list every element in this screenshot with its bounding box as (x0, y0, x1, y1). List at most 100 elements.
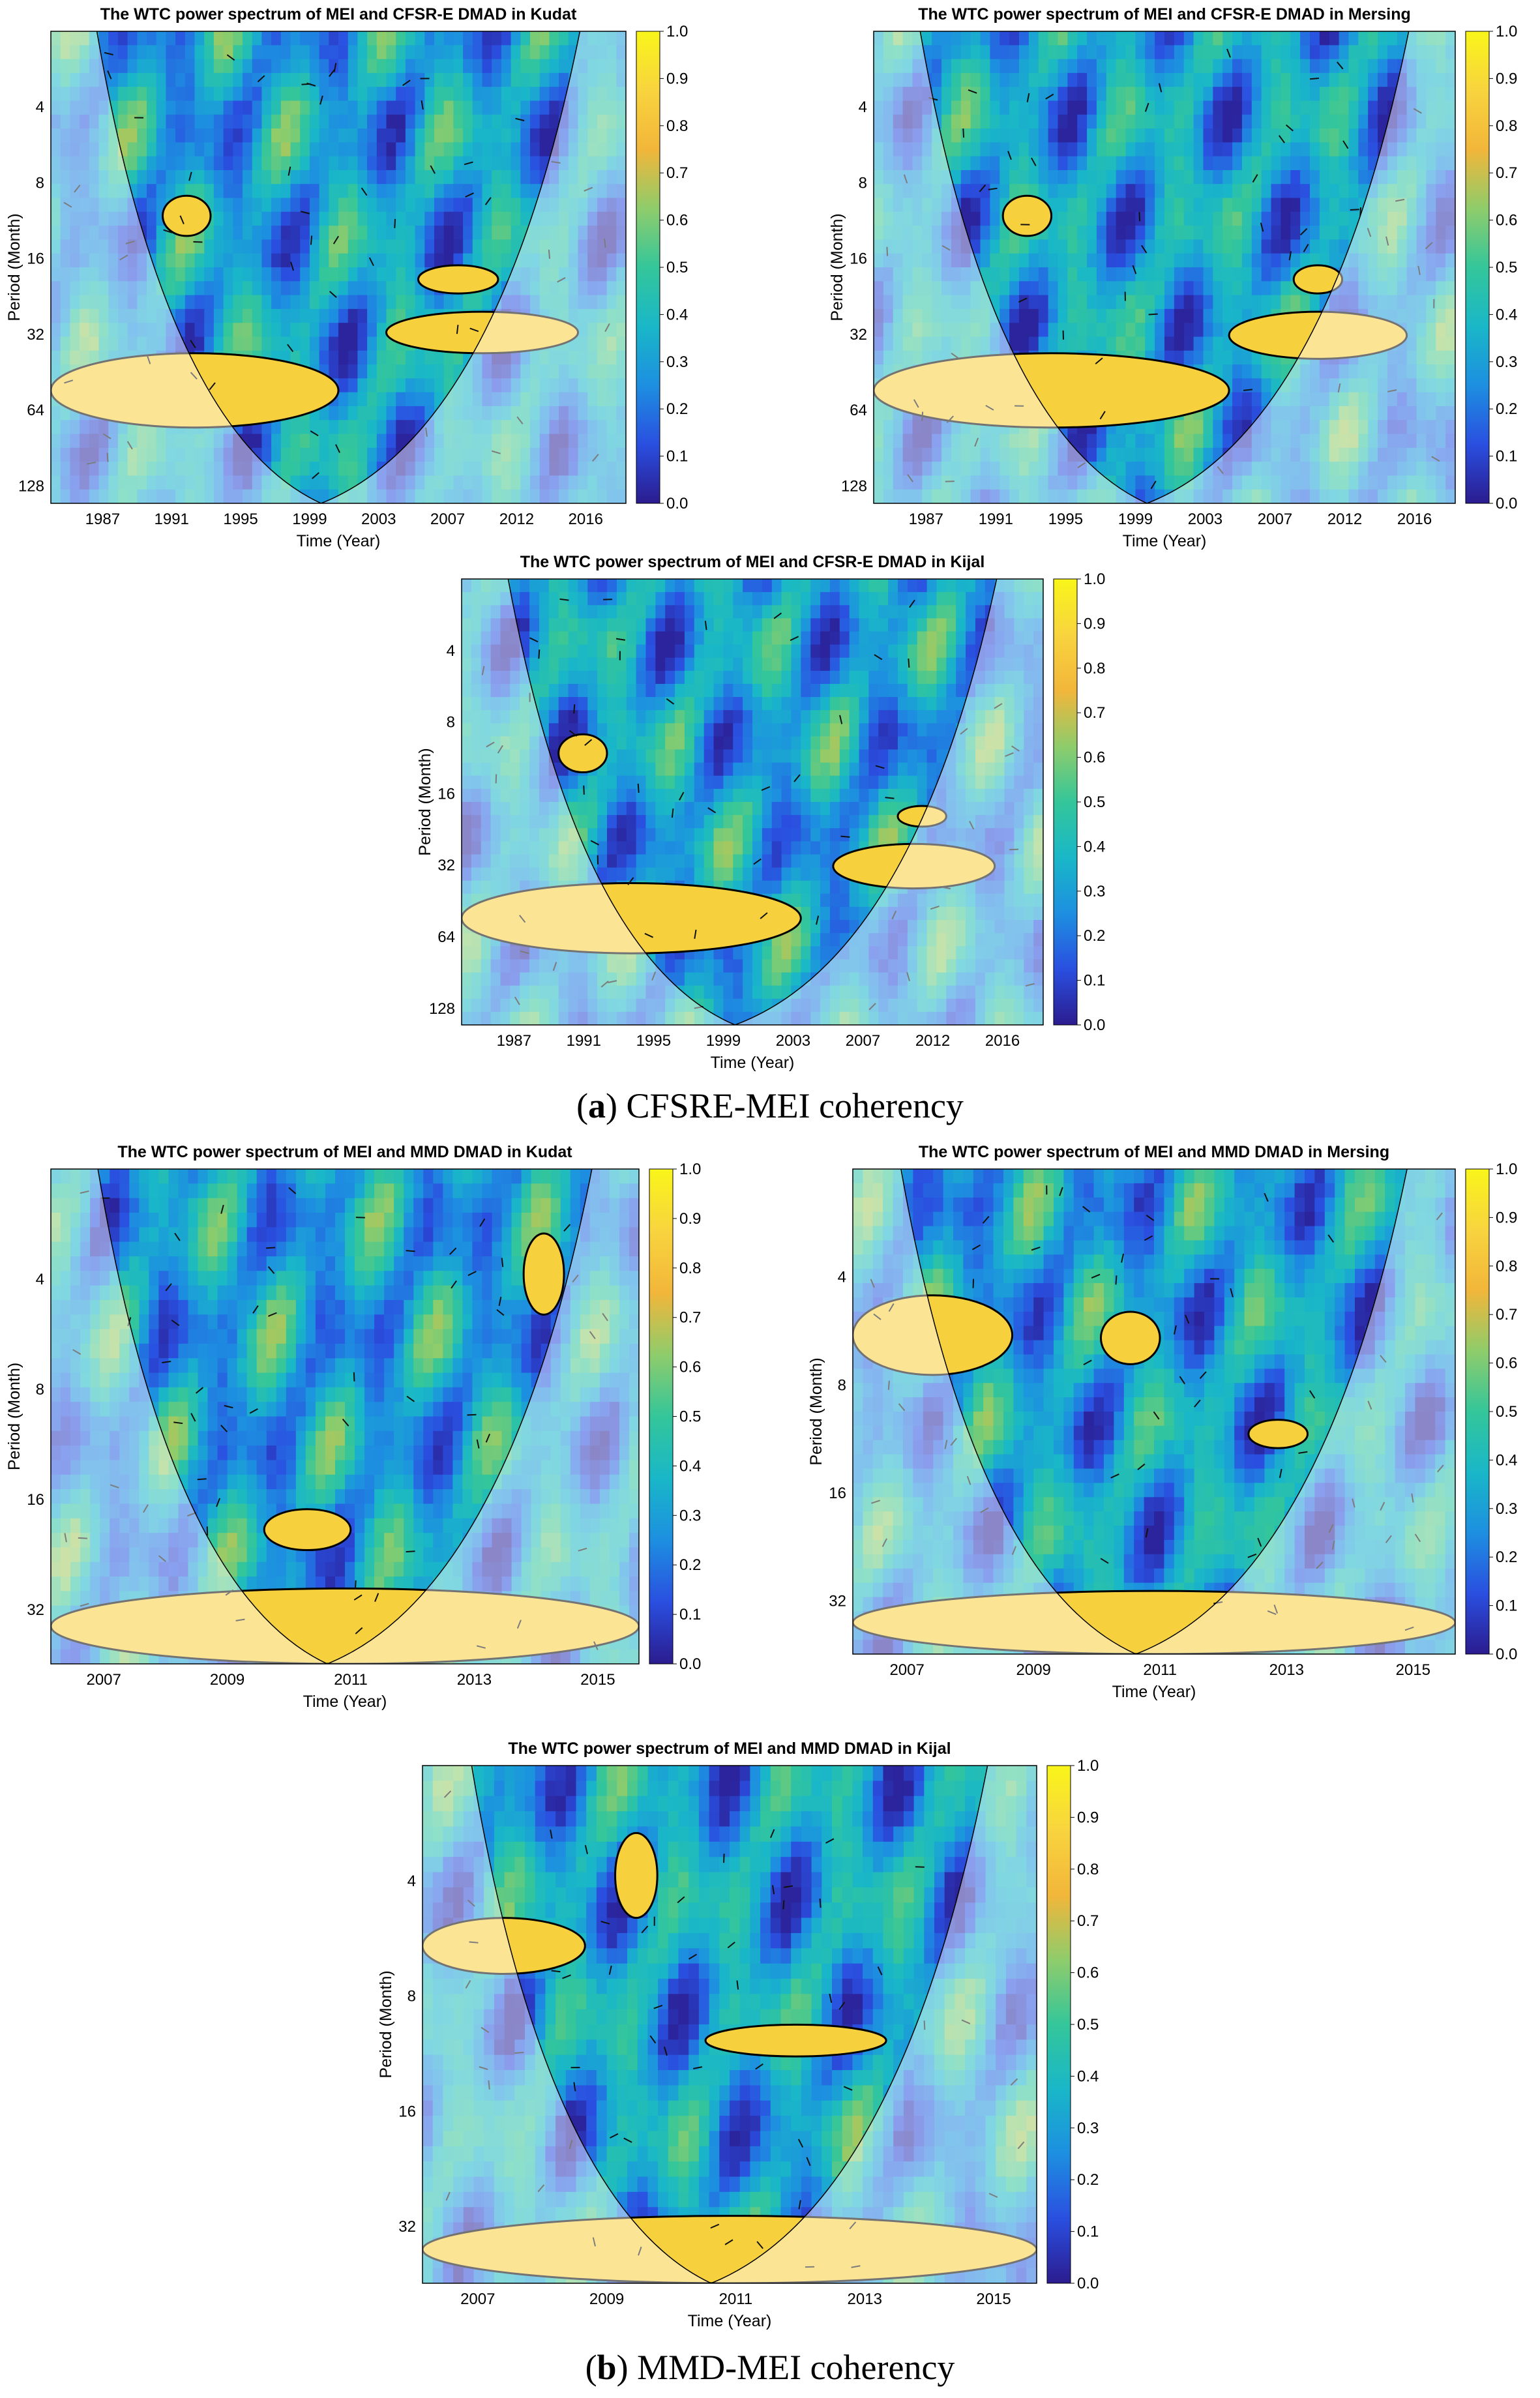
cone-of-influence (51, 1169, 639, 1664)
heatmap (853, 1169, 1455, 1654)
phase-arrow (849, 2221, 857, 2230)
phase-arrow (906, 971, 910, 981)
phase-arrow (1367, 1400, 1372, 1410)
colorbar-tick-label: 0.3 (666, 353, 688, 371)
phase-arrow (80, 1190, 89, 1194)
phase-arrow (608, 1965, 612, 1975)
significance-contour (422, 1917, 586, 1975)
phase-arrow (1380, 1502, 1385, 1511)
phase-arrow (760, 912, 768, 919)
phase-arrow (1316, 1562, 1324, 1569)
phase-arrow (485, 1433, 490, 1443)
phase-arrow (753, 858, 762, 865)
phase-arrow (974, 437, 979, 447)
x-tick-label: 2007 (1258, 511, 1292, 528)
y-tick-label: 16 (27, 250, 44, 268)
phase-arrow (1385, 1535, 1392, 1543)
phase-arrow (333, 235, 339, 244)
x-tick-label: 1995 (636, 1032, 671, 1050)
phase-arrow (1148, 313, 1158, 316)
x-tick-label: 2016 (985, 1032, 1020, 1050)
phase-arrow (604, 323, 610, 333)
phase-arrow (335, 444, 340, 453)
plot-frame (461, 578, 1044, 1026)
phase-arrow (354, 1580, 357, 1590)
phase-arrow (838, 2002, 846, 2010)
cone-of-influence (853, 1169, 1455, 1654)
colorbar (636, 31, 660, 504)
phase-arrow (1337, 383, 1341, 393)
chart-title: The WTC power spectrum of MEI and MMD DM… (117, 1143, 572, 1161)
y-axis-label: Period (Month) (807, 1357, 825, 1465)
significance-contour (853, 1590, 1455, 1654)
x-tick-label: 2003 (361, 511, 396, 528)
phase-arrow (664, 2047, 668, 2056)
phase-arrow (125, 240, 135, 244)
phase-arrow (874, 654, 883, 660)
phase-arrow (969, 821, 975, 830)
phase-arrow (329, 291, 337, 298)
phase-arrow (1150, 481, 1157, 490)
phase-arrow (971, 1244, 981, 1251)
phase-arrow (569, 730, 578, 737)
phase-arrow (110, 1484, 119, 1488)
colorbar-tick-label: 0.1 (666, 448, 688, 466)
heatmap (51, 1169, 639, 1664)
phase-arrow (288, 1187, 297, 1194)
phase-arrow (903, 174, 908, 184)
phase-arrow (72, 1349, 81, 1355)
phase-arrow (514, 996, 520, 1005)
cone-of-influence (462, 579, 1043, 1025)
phase-arrow (593, 1641, 599, 1650)
colorbar-tick-label: 0.0 (679, 1655, 701, 1673)
phase-arrow (451, 1280, 457, 1289)
phase-arrow (761, 786, 771, 792)
phase-arrow (649, 2035, 657, 2044)
x-axis-label: Time (Year) (1123, 532, 1207, 550)
wtc-chart-svg: The WTC power spectrum of MEI and MMD DM… (377, 1739, 1099, 2330)
colorbar-tick-label: 0.6 (666, 212, 688, 229)
colorbar-tick-label: 0.9 (1084, 615, 1105, 632)
phase-arrow (724, 2239, 733, 2245)
heatmap (51, 31, 626, 503)
phase-arrow (186, 1512, 196, 1517)
phase-arrow (1005, 752, 1014, 757)
phase-arrow (1158, 83, 1162, 93)
phase-arrow (1436, 1464, 1444, 1473)
phase-arrow (476, 1645, 486, 1649)
phase-arrow (1309, 78, 1320, 80)
x-tick-label: 2007 (86, 1671, 121, 1689)
x-tick-label: 2012 (1327, 511, 1362, 528)
phase-arrow (1010, 2078, 1018, 2086)
phase-arrow (163, 229, 173, 233)
phase-arrow (456, 325, 459, 334)
phase-arrow (353, 1372, 355, 1382)
x-axis-label: Time (Year) (688, 2312, 772, 2330)
phase-arrow (1144, 102, 1149, 112)
significance-contour (162, 194, 212, 237)
phase-arrow (941, 244, 951, 251)
phase-arrow (479, 2066, 488, 2071)
phase-arrow (671, 808, 674, 818)
phase-arrow (573, 2082, 576, 2092)
colorbar-tick-label: 0.7 (679, 1309, 701, 1327)
colorbar-tick-label: 0.3 (1077, 2120, 1099, 2137)
phase-arrow (875, 765, 885, 769)
phase-arrow (1146, 1215, 1155, 1221)
x-tick-label: 1987 (85, 511, 120, 528)
colorbar-tick-label: 0.0 (1496, 495, 1517, 512)
colorbar-tick-label: 1.0 (1084, 570, 1105, 588)
phase-arrow (1303, 243, 1309, 253)
colorbar-tick-label: 1.0 (679, 1161, 701, 1178)
y-tick-label: 128 (841, 477, 867, 495)
phase-arrow (572, 1274, 579, 1283)
phase-arrow (1095, 357, 1103, 364)
phase-arrow (224, 1404, 233, 1409)
phase-arrow (1328, 1524, 1334, 1533)
y-tick-label: 4 (36, 1271, 44, 1288)
x-tick-label: 2007 (460, 2290, 495, 2308)
colorbar-tick-label: 0.0 (1077, 2275, 1099, 2292)
colorbar-tick-label: 0.1 (1077, 2223, 1099, 2241)
phase-arrow (329, 68, 336, 77)
significance-contour (417, 264, 499, 295)
